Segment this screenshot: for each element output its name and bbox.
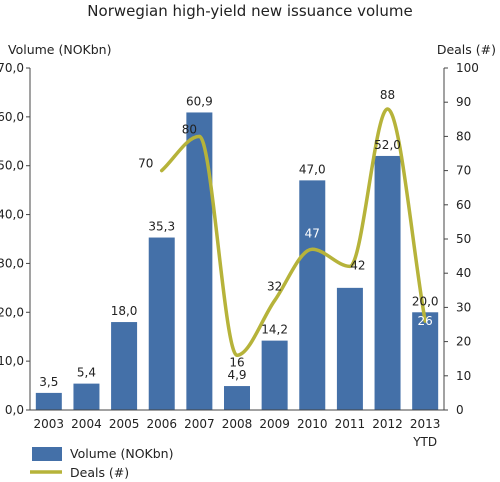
y2-tick-label: 10: [456, 369, 471, 383]
y2-tick-label: 100: [456, 61, 479, 75]
deals-value-label: 70: [138, 157, 153, 171]
y-tick-label: 70,0: [0, 61, 24, 75]
x-sublabel: YTD: [412, 435, 437, 449]
bar-value-label: 5,4: [77, 366, 96, 380]
y2-tick-label: 40: [456, 266, 471, 280]
bar-value-label: 47,0: [299, 162, 326, 176]
y2-tick-label: 50: [456, 232, 471, 246]
y2-tick-label: 90: [456, 95, 471, 109]
bar-value-label: 52,0: [374, 138, 401, 152]
bar-2010: [299, 180, 326, 410]
x-tick-label: 2012: [372, 417, 403, 431]
deals-value-label: 47: [305, 226, 320, 240]
bar-2009: [261, 340, 288, 410]
deals-value-label: 80: [182, 122, 197, 136]
bar-2011: [336, 287, 363, 410]
y-tick-label: 60,0: [0, 110, 24, 124]
bar-2006: [148, 237, 175, 410]
deals-value-label: 88: [380, 88, 395, 102]
plot-area: 0,0 10,0 20,0 30,0 40,0 50,0 60,0 70,0 0 10 20 30 40…: [0, 61, 479, 449]
bar-2005: [111, 322, 138, 410]
y-tick-label: 0,0: [5, 403, 24, 417]
deals-value-label: 42: [350, 258, 365, 272]
bar-value-label: 18,0: [111, 304, 138, 318]
bar-value-label: 14,2: [261, 323, 288, 337]
x-tick-label: 2008: [222, 417, 253, 431]
chart-title: Norwegian high-yield new issuance volume: [87, 2, 412, 20]
x-tick-label: 2004: [71, 417, 102, 431]
x-tick-label: 2011: [335, 417, 366, 431]
y2-tick-label: 20: [456, 335, 471, 349]
y2-tick-label: 80: [456, 129, 471, 143]
deals-line: [159, 107, 427, 358]
y-tick-label: 50,0: [0, 159, 24, 173]
legend-volume-label: Volume (NOKbn): [70, 446, 173, 461]
y2-axis-label: Deals (#): [437, 42, 496, 57]
bar-value-label: 4,9: [227, 368, 246, 382]
bar-2004: [73, 383, 100, 410]
bar-value-label: 60,9: [186, 94, 213, 108]
x-tick-label: 2006: [146, 417, 177, 431]
x-tick-label: 2013: [410, 417, 441, 431]
bar-value-label: 3,5: [39, 375, 58, 389]
x-tick-label: 2007: [184, 417, 215, 431]
deals-value-label: 32: [267, 280, 282, 294]
bar-2012: [374, 155, 401, 410]
legend: Volume (NOKbn) Deals (#): [30, 446, 173, 480]
legend-volume-swatch: [32, 447, 62, 461]
deals-value-label: 16: [229, 355, 244, 369]
bar-2003: [35, 392, 62, 410]
bar-2007: [186, 112, 213, 411]
bar-2013: [412, 312, 439, 410]
x-tick-label: 2010: [297, 417, 328, 431]
y2-tick-label: 30: [456, 300, 471, 314]
x-tick-label: 2005: [109, 417, 140, 431]
bar-value-label: 35,3: [148, 220, 175, 234]
y2-tick-label: 0: [456, 403, 464, 417]
y-tick-label: 10,0: [0, 354, 24, 368]
y2-tick-label: 60: [456, 198, 471, 212]
y2-tick-label: 70: [456, 164, 471, 178]
bar-2008: [224, 386, 250, 410]
x-tick-label: 2003: [34, 417, 65, 431]
deals-value-label: 26: [418, 314, 433, 328]
y-tick-label: 40,0: [0, 208, 24, 222]
y-tick-label: 20,0: [0, 305, 24, 319]
bar-value-label: 20,0: [412, 294, 439, 308]
y-axis-label: Volume (NOKbn): [8, 42, 111, 57]
legend-deals-label: Deals (#): [70, 465, 129, 480]
x-tick-label: 2009: [259, 417, 290, 431]
y-tick-label: 30,0: [0, 256, 24, 270]
